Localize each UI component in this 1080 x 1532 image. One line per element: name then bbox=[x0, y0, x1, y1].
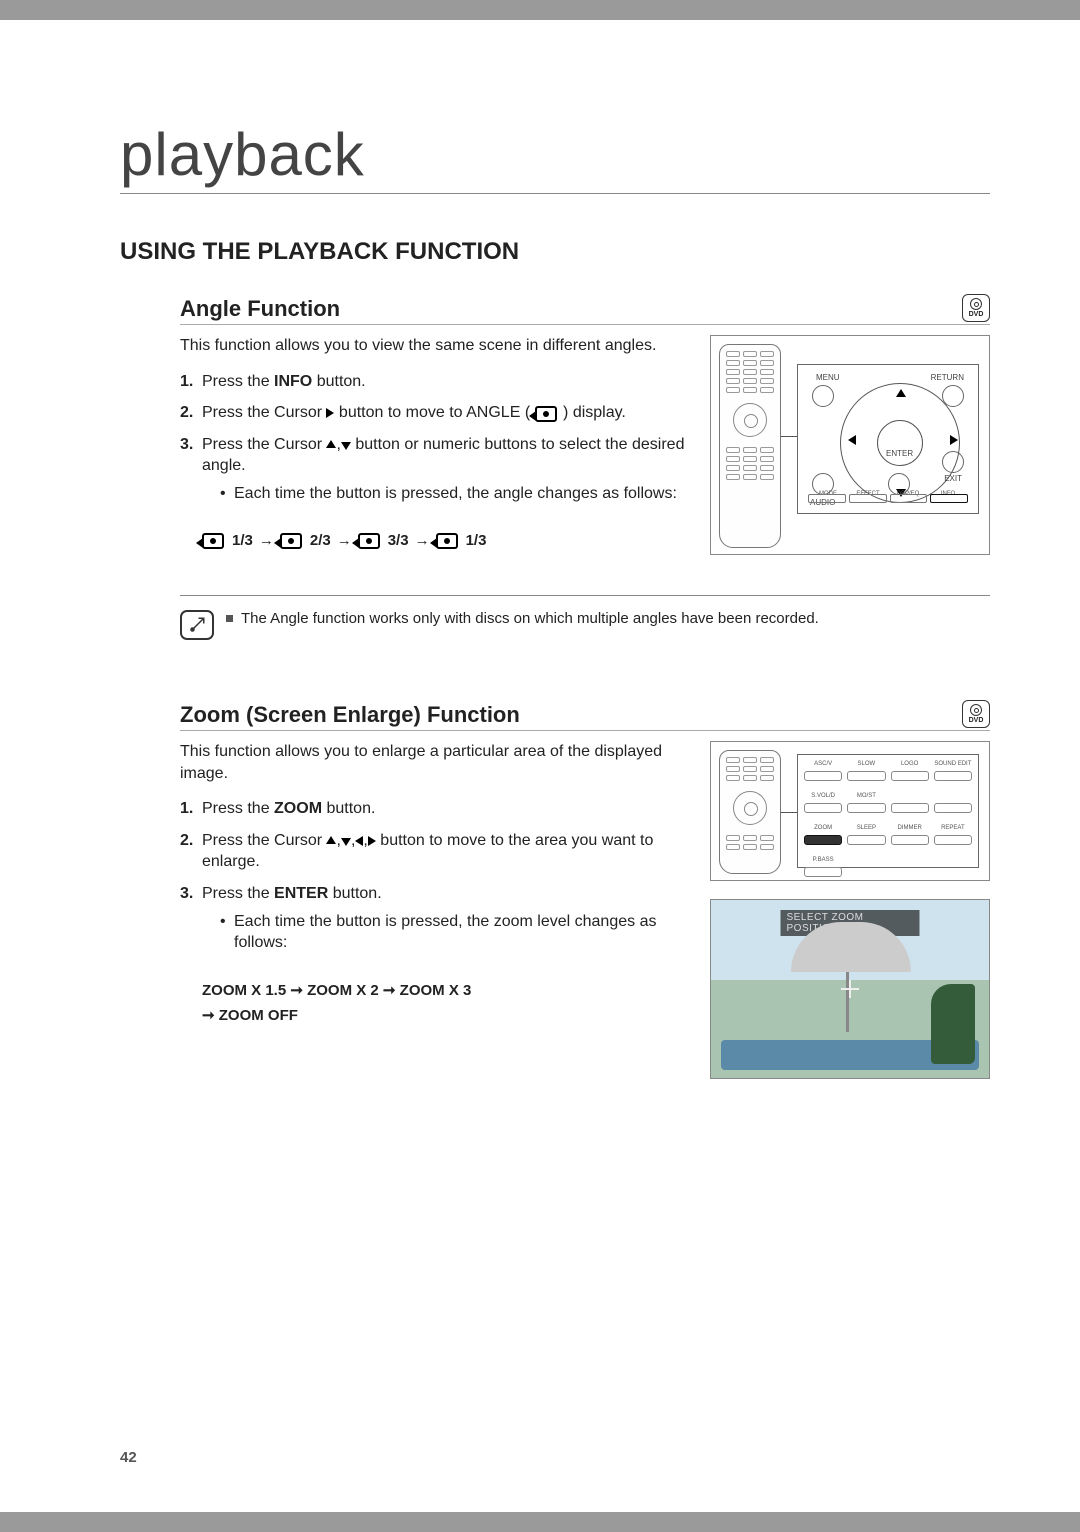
camera-icon bbox=[280, 533, 302, 549]
angle-remote-diagram: MENU RETURN ENTER AUDIO bbox=[710, 335, 990, 555]
angle-note-text: The Angle function works only with discs… bbox=[241, 610, 819, 627]
zoom-step-3-bullet: Each time the button is pressed, the zoo… bbox=[220, 911, 686, 954]
angle-step-2: Press the Cursor button to move to ANGLE… bbox=[180, 402, 686, 424]
enter-label: ENTER bbox=[886, 449, 913, 458]
page-heading: USING THE PLAYBACK FUNCTION bbox=[120, 238, 990, 266]
cursor-right-icon bbox=[368, 836, 376, 846]
manual-page: playback USING THE PLAYBACK FUNCTION Ang… bbox=[0, 20, 1080, 1512]
angle-sequence: 1/3 → 2/3 → 3/3 → 1/3 bbox=[202, 531, 686, 551]
dpad-up-icon bbox=[896, 389, 906, 397]
exit-button-icon bbox=[942, 451, 964, 473]
dpad-right-icon bbox=[950, 435, 958, 445]
angle-step-3-bullet: Each time the button is pressed, the ang… bbox=[220, 483, 686, 505]
camera-icon bbox=[535, 406, 557, 422]
angle-intro: This function allows you to view the sam… bbox=[180, 335, 686, 357]
cursor-left-icon bbox=[355, 836, 363, 846]
zoom-tv-preview: SELECT ZOOM POSITION bbox=[710, 899, 990, 1079]
camera-icon bbox=[202, 533, 224, 549]
tree-graphic bbox=[931, 984, 975, 1064]
zoom-remote-diagram: ASC/V SLOW LOGO SOUND EDIT S.VOL/D MO/ST bbox=[710, 741, 990, 881]
dvd-label: DVD bbox=[969, 311, 984, 318]
remote-outline bbox=[719, 344, 781, 548]
crosshair-icon bbox=[841, 980, 859, 998]
info-button-highlight bbox=[930, 494, 968, 503]
angle-section: Angle Function DVD This function allows … bbox=[120, 294, 990, 640]
zoom-intro: This function allows you to enlarge a pa… bbox=[180, 741, 686, 784]
page-number: 42 bbox=[120, 1449, 137, 1466]
menu-button-icon bbox=[812, 385, 834, 407]
zoom-step-2: Press the Cursor ,,, button to move to t… bbox=[180, 830, 686, 873]
angle-step-3: Press the Cursor , button or numeric but… bbox=[180, 434, 686, 505]
dpad-callout: MENU RETURN ENTER AUDIO bbox=[797, 364, 979, 514]
zoom-sequence: ZOOM X 1.5 ➞ ZOOM X 2 ➞ ZOOM X 3 ➞ ZOOM … bbox=[202, 978, 686, 1029]
cursor-down-icon bbox=[341, 442, 351, 450]
note-icon bbox=[180, 610, 214, 640]
camera-icon bbox=[436, 533, 458, 549]
dvd-icon: DVD bbox=[962, 294, 990, 322]
angle-note: The Angle function works only with discs… bbox=[180, 595, 990, 640]
zoom-title: Zoom (Screen Enlarge) Function bbox=[180, 702, 952, 728]
cursor-up-icon bbox=[326, 836, 336, 844]
angle-step-1: Press the INFO button. bbox=[180, 371, 686, 393]
menu-label: MENU bbox=[816, 373, 840, 382]
angle-title: Angle Function bbox=[180, 296, 952, 322]
camera-icon bbox=[358, 533, 380, 549]
dvd-label: DVD bbox=[969, 717, 984, 724]
zoom-section: Zoom (Screen Enlarge) Function DVD This … bbox=[120, 700, 990, 1079]
zoom-buttons-callout: ASC/V SLOW LOGO SOUND EDIT S.VOL/D MO/ST bbox=[797, 754, 979, 868]
dvd-icon: DVD bbox=[962, 700, 990, 728]
zoom-button-highlight bbox=[804, 835, 842, 845]
cursor-up-icon bbox=[326, 440, 336, 448]
dpad-left-icon bbox=[848, 435, 856, 445]
zoom-step-1: Press the ZOOM button. bbox=[180, 798, 686, 820]
zoom-step-3: Press the ENTER button. Each time the bu… bbox=[180, 883, 686, 954]
remote-outline bbox=[719, 750, 781, 874]
return-label: RETURN bbox=[931, 373, 964, 382]
chapter-title: playback bbox=[120, 120, 990, 194]
cursor-down-icon bbox=[341, 838, 351, 846]
exit-label: EXIT bbox=[944, 474, 962, 483]
